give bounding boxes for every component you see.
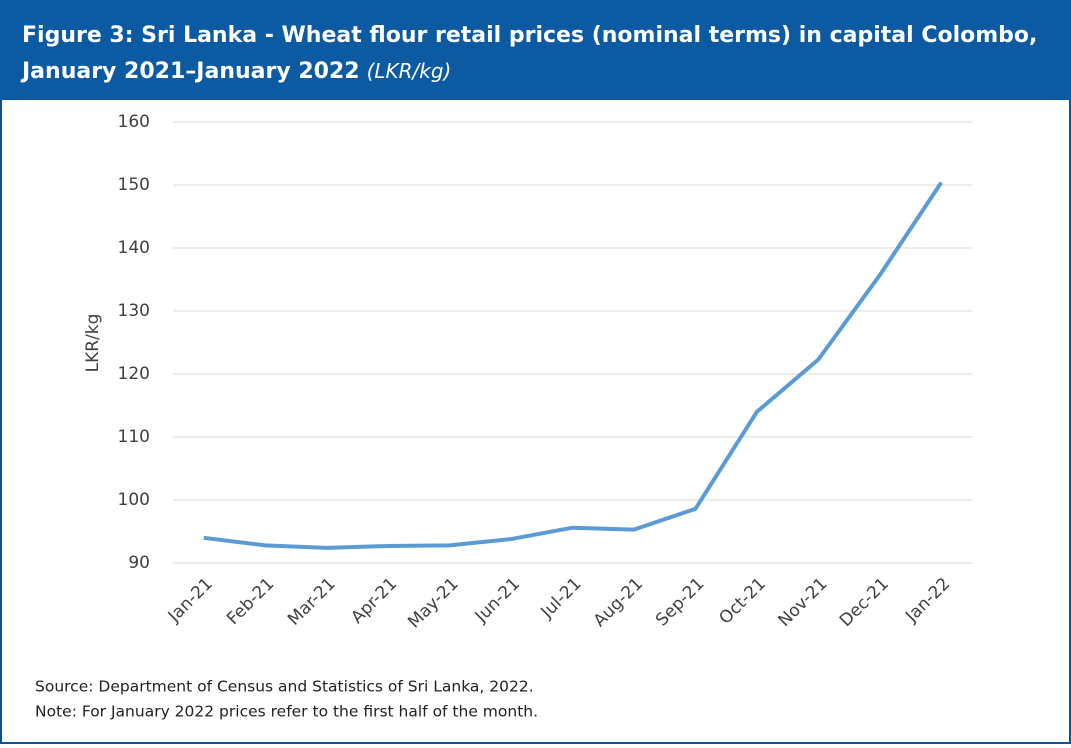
y-axis-title: LKR/kg	[83, 314, 103, 373]
y-tick-label: 100	[118, 490, 150, 510]
source: Source: Department of Census and Statist…	[35, 678, 534, 696]
header	[0, 0, 1071, 100]
y-tick-label: 140	[118, 238, 150, 258]
y-tick-label: 160	[118, 112, 150, 132]
y-tick-label: 120	[118, 364, 150, 384]
title-line2: January 2021–January 2022	[20, 59, 360, 84]
y-tick-label: 90	[128, 553, 150, 573]
units: (LKR/kg)	[367, 59, 452, 83]
chart-title-line2: January 2021–January 2022 (LKR/kg)	[20, 59, 451, 85]
note: Note: For January 2022 prices refer to t…	[35, 703, 538, 721]
y-tick-label: 130	[118, 301, 150, 321]
data-line	[203, 181, 943, 550]
chart-title: Figure 3: Sri Lanka - Wheat flour retail…	[22, 23, 1037, 48]
y-tick-label: 110	[118, 427, 150, 447]
y-tick-label: 150	[118, 175, 150, 195]
